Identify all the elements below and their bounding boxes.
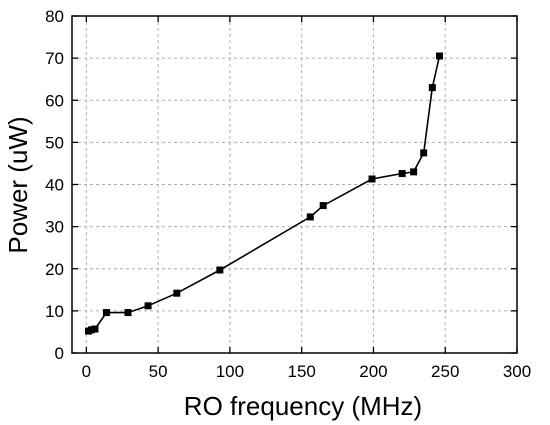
x-tick-label: 150: [287, 362, 315, 381]
x-axis-label: RO frequency (MHz): [184, 391, 422, 421]
data-point: [124, 309, 132, 317]
data-point: [173, 289, 181, 297]
data-point: [306, 213, 314, 221]
y-tick-label: 60: [45, 91, 64, 110]
plot-frame: [71, 15, 518, 354]
data-point: [398, 170, 406, 178]
y-tick-label: 80: [45, 7, 64, 26]
y-axis-label: Power (uW): [3, 116, 33, 253]
y-tick-label: 10: [45, 302, 64, 321]
data-point: [102, 309, 110, 317]
data-point: [144, 302, 152, 310]
y-tick-label: 30: [45, 218, 64, 237]
y-tick-labels: 0 10 20 30 40 50 60 70 80: [45, 7, 64, 363]
x-tick-label: 200: [359, 362, 387, 381]
data-point: [319, 202, 327, 210]
data-point: [216, 266, 224, 274]
data-point: [420, 149, 428, 157]
x-tick-label: 50: [149, 362, 168, 381]
x-tick-label: 300: [503, 362, 531, 381]
data-point: [87, 326, 95, 334]
data-point: [410, 168, 418, 176]
x-tick-label: 0: [82, 362, 91, 381]
y-tick-label: 40: [45, 176, 64, 195]
series-line: [88, 55, 441, 332]
y-tick-label: 20: [45, 260, 64, 279]
y-tick-label: 0: [55, 344, 64, 363]
x-tick-label: 100: [216, 362, 244, 381]
grid: [72, 15, 518, 354]
x-tick-labels: 0 50 100 150 200 250 300: [82, 362, 532, 381]
data-point: [368, 175, 376, 183]
data-point: [428, 84, 436, 92]
data-point: [91, 325, 99, 333]
y-tick-label: 70: [45, 49, 64, 68]
y-tick-label: 50: [45, 133, 64, 152]
x-tick-label: 250: [431, 362, 459, 381]
data-series: [85, 52, 443, 335]
data-point: [435, 52, 443, 60]
